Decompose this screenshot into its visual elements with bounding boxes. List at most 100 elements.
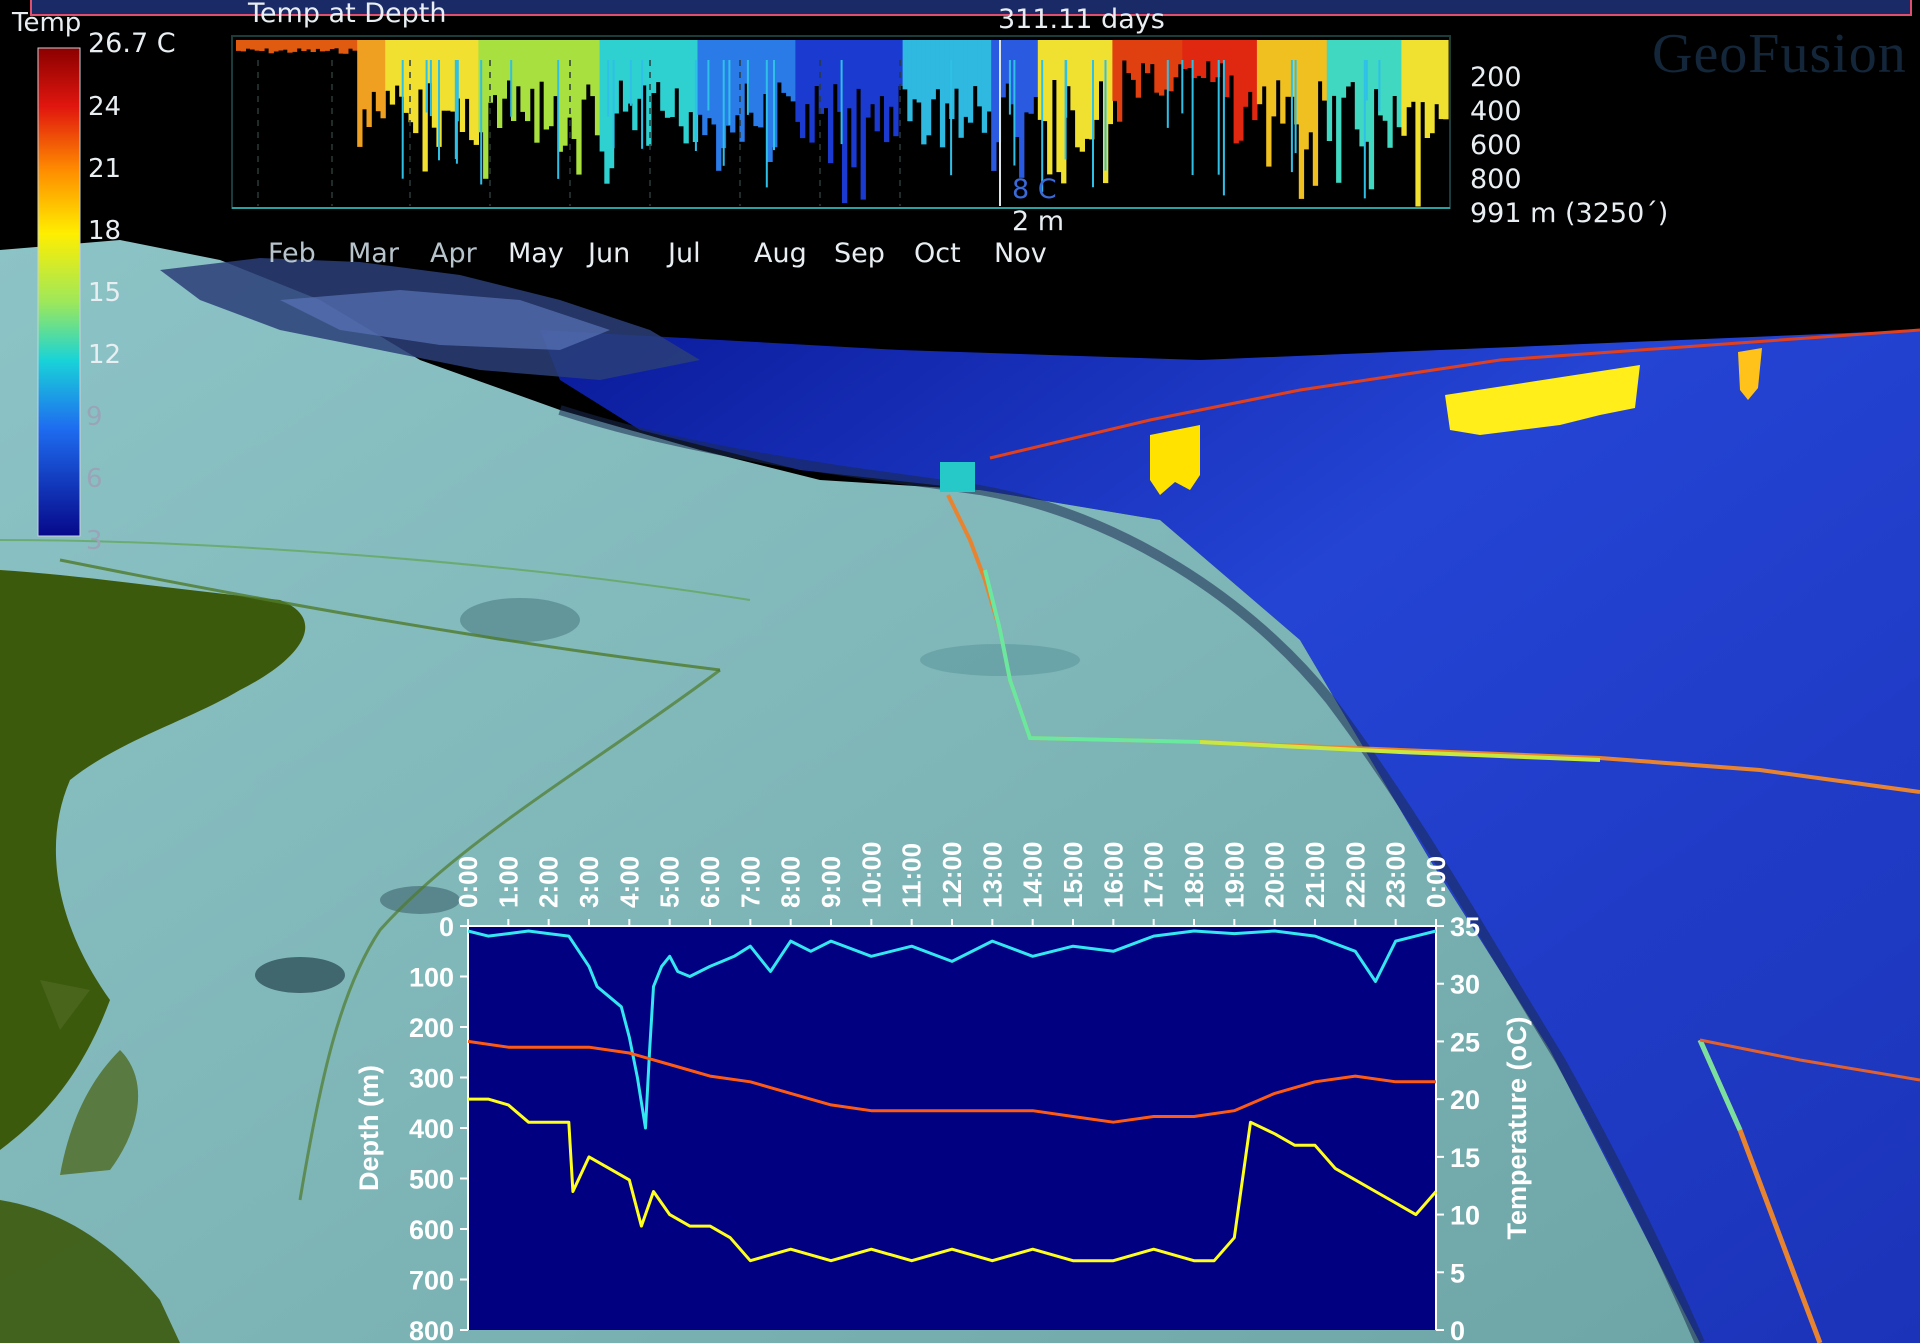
x-tick-label: 3:00	[574, 856, 604, 908]
timeline-bar	[641, 40, 647, 86]
timeline-bar	[1443, 40, 1449, 120]
y2-tick-label: 5	[1450, 1258, 1465, 1288]
timeline-bar	[1135, 40, 1141, 98]
timeline-bar	[1340, 40, 1347, 98]
timeline-bar	[1112, 40, 1118, 101]
timeline-bar	[804, 40, 810, 105]
timeline-bar	[1181, 60, 1184, 114]
timeline-bar	[746, 60, 749, 115]
timeline-bar	[744, 40, 750, 84]
legend-tick-label: 24	[88, 92, 122, 122]
timeline-bar	[413, 40, 419, 134]
timeline-bar	[427, 40, 433, 84]
timeline-bar	[1317, 40, 1323, 82]
timeline-bar	[1266, 40, 1272, 167]
timeline-bar	[1382, 40, 1388, 121]
timeline-bar	[632, 40, 638, 131]
timeline-bar	[706, 40, 713, 119]
x-tick-label: 18:00	[1179, 842, 1209, 909]
timeline-bar	[1065, 40, 1072, 87]
timeline-bar	[1107, 40, 1113, 125]
timeline-bar	[1261, 40, 1267, 87]
timeline-bar	[1191, 40, 1197, 79]
timeline-month-label: Sep	[834, 238, 885, 269]
timeline-bar	[1104, 60, 1107, 171]
series-line-0	[467, 929, 1437, 1130]
timeline-bar	[1163, 40, 1169, 90]
timeline-depth-label: 800	[1470, 164, 1522, 195]
timeline-month-label: Oct	[914, 238, 961, 269]
y-tick-label: 200	[409, 1013, 454, 1043]
timeline-bar	[599, 40, 605, 152]
timeline-bar	[525, 40, 531, 122]
timeline-bar	[1312, 40, 1319, 186]
timeline-bar	[557, 60, 560, 179]
timeline-bar	[438, 60, 440, 161]
timeline-bar	[1070, 40, 1076, 111]
series-group	[467, 929, 1438, 1263]
timeline-bar	[944, 40, 950, 104]
timeline-bar	[401, 60, 404, 179]
timeline-bar	[301, 40, 307, 51]
timeline-bar	[329, 40, 335, 50]
timeline-bar	[1275, 40, 1281, 81]
timeline-title: Temp at Depth	[248, 0, 447, 29]
timeline-bar	[315, 40, 321, 49]
timeline-bar	[1042, 40, 1048, 122]
timeline-bar	[1290, 60, 1293, 173]
timeline-bar	[1326, 40, 1333, 141]
y-tick-label: 400	[409, 1114, 454, 1144]
timeline-bar	[510, 60, 513, 117]
timeline-bar	[618, 40, 624, 81]
timeline-bar	[694, 60, 697, 151]
timeline-bar	[1056, 40, 1062, 173]
timeline-bar	[776, 40, 782, 83]
brand-logo: GeoFusion	[1652, 23, 1907, 85]
timeline-month-label: Jun	[588, 238, 631, 269]
timeline-bar	[765, 60, 768, 188]
timeline-bar	[287, 40, 293, 53]
timeline-bar	[1345, 40, 1351, 87]
timeline-bar	[1182, 40, 1188, 69]
timeline-bar	[1187, 40, 1193, 69]
timeline-bar	[483, 40, 489, 179]
timeline-bar	[608, 40, 615, 169]
timeline-bar	[1217, 60, 1220, 175]
timeline-bar	[1205, 40, 1211, 62]
timeline-bar	[254, 40, 260, 51]
timeline-bar	[1168, 40, 1174, 92]
timeline-bar	[380, 40, 386, 119]
timeline-bar	[1401, 40, 1407, 136]
legend-tick-label: 12	[88, 340, 122, 370]
x-tick-label: 19:00	[1219, 842, 1249, 909]
ylabel-depth: Depth (m)	[354, 1065, 384, 1191]
timeline-bar	[1084, 40, 1090, 139]
timeline-bar	[273, 40, 279, 52]
timeline-bar	[711, 40, 717, 125]
timeline-bar	[361, 40, 368, 110]
timeline-bar	[1247, 40, 1253, 92]
x-tick-label: 6:00	[695, 856, 725, 908]
timeline-bar	[268, 40, 274, 54]
timeline-bar	[1126, 40, 1132, 73]
timeline-bar	[357, 40, 363, 147]
timeline-bar	[480, 60, 483, 185]
timeline-bar	[1378, 40, 1384, 116]
timeline-bar	[953, 40, 960, 89]
timeline-bar	[702, 40, 708, 136]
timeline-bar	[1308, 40, 1314, 133]
timeline-bar	[1047, 40, 1053, 175]
timeline-bar	[734, 40, 741, 116]
x-tick-label: 10:00	[856, 842, 886, 909]
timeline-bar	[1166, 60, 1169, 128]
timeline-bar	[1140, 40, 1146, 64]
timeline-bar	[1242, 40, 1249, 107]
x-tick-label: 7:00	[735, 856, 765, 908]
timeline-cursor-temp: 8 C	[1012, 174, 1057, 205]
timeline-bar	[1214, 40, 1221, 78]
timeline-bar	[1121, 40, 1127, 61]
x-tick-label: 21:00	[1300, 842, 1330, 909]
timeline-bar	[716, 40, 722, 171]
timeline-bar	[604, 40, 610, 184]
y-tick-label: 100	[409, 963, 454, 993]
